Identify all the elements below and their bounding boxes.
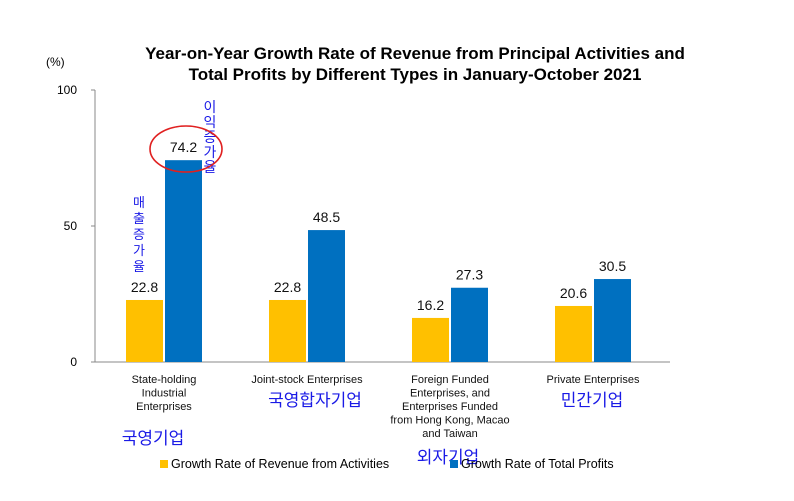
profit-growth-bar bbox=[165, 160, 202, 362]
x-category-label: Enterprises bbox=[136, 401, 192, 413]
legend-label-profit: Growth Rate of Total Profits bbox=[461, 457, 614, 471]
y-axis-unit-label: (%) bbox=[46, 55, 65, 69]
revenue-growth-bar bbox=[555, 305, 592, 362]
chart-title-line: Year-on-Year Growth Rate of Revenue from… bbox=[145, 44, 685, 63]
data-labels: 22.8 74.2 22.8 48.5 16.2 27.3 20.6 30.5 bbox=[131, 139, 626, 313]
bar-series bbox=[126, 160, 631, 362]
revenue-growth-bar bbox=[412, 317, 449, 362]
data-label: 74.2 bbox=[170, 139, 197, 155]
profit-growth-bar bbox=[308, 230, 345, 362]
x-category-label: Enterprises, and bbox=[410, 388, 490, 400]
legend-swatch-profit bbox=[450, 460, 458, 468]
y-axis-ticks: 0 50 100 bbox=[57, 83, 95, 369]
category-note: 민간기업 bbox=[561, 391, 624, 411]
x-category-label: Foreign Funded bbox=[411, 374, 489, 386]
revenue-growth-bar bbox=[269, 299, 306, 362]
data-label: 30.5 bbox=[599, 258, 626, 274]
chart-title: Year-on-Year Growth Rate of Revenue from… bbox=[145, 44, 685, 84]
x-category-label: and Taiwan bbox=[422, 428, 477, 440]
data-label: 16.2 bbox=[417, 297, 444, 313]
category-note: 외자기업 bbox=[417, 448, 480, 468]
data-label: 22.8 bbox=[274, 279, 301, 295]
data-label: 20.6 bbox=[560, 285, 587, 301]
category-note: 국영기업 bbox=[122, 429, 185, 449]
legend: Growth Rate of Revenue from Activities Gr… bbox=[160, 457, 614, 471]
y-tick-label: 0 bbox=[70, 355, 77, 369]
x-category-label: Joint-stock Enterprises bbox=[251, 374, 363, 386]
category-note: 국영합자기업 bbox=[268, 391, 362, 411]
y-tick-label: 100 bbox=[57, 83, 77, 97]
x-category-label: Industrial bbox=[142, 388, 187, 400]
x-category-label: Enterprises Funded bbox=[402, 401, 498, 413]
legend-swatch-revenue bbox=[160, 460, 168, 468]
x-category-label: Private Enterprises bbox=[547, 374, 640, 386]
data-label: 48.5 bbox=[313, 209, 340, 225]
data-label: 27.3 bbox=[456, 267, 483, 283]
profit-growth-bar bbox=[594, 279, 631, 362]
highlight-circle bbox=[149, 125, 223, 173]
x-category-label: State-holding bbox=[132, 374, 197, 386]
x-category-label: from Hong Kong, Macao bbox=[390, 415, 509, 427]
profit-growth-bar bbox=[451, 287, 488, 362]
data-label: 22.8 bbox=[131, 279, 158, 295]
y-tick-label: 50 bbox=[64, 219, 78, 233]
revenue-growth-bar bbox=[126, 299, 163, 362]
chart-title-line: Total Profits by Different Types in Janu… bbox=[189, 65, 642, 84]
legend-label-revenue: Growth Rate of Revenue from Activities bbox=[171, 457, 389, 471]
